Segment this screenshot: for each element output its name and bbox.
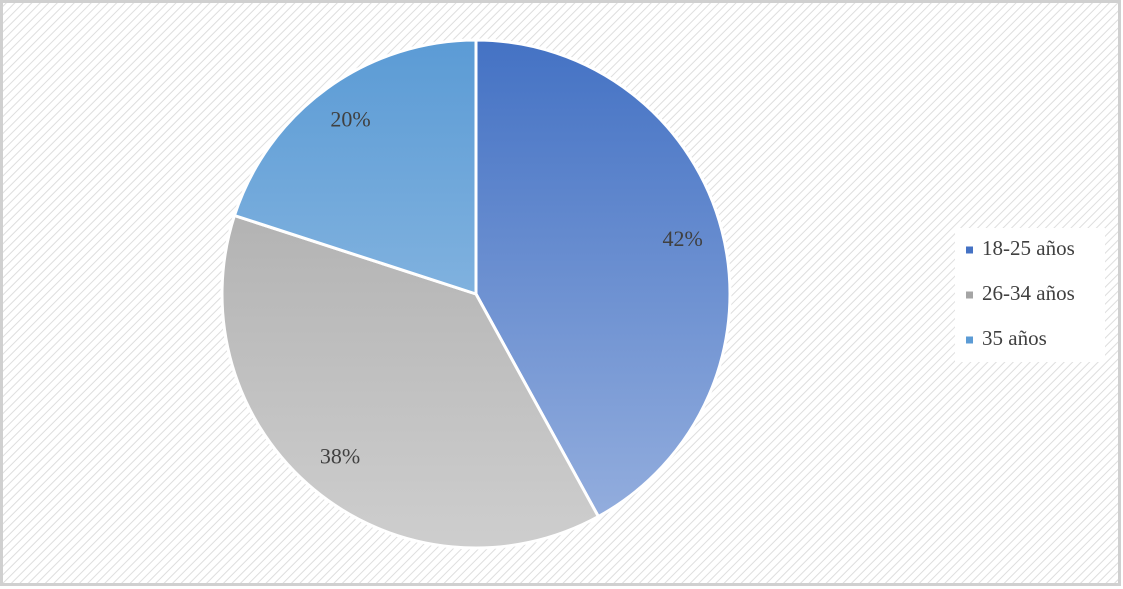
legend-label: 26-34 años <box>982 281 1075 305</box>
legend-box <box>955 228 1105 362</box>
legend-marker <box>966 246 973 254</box>
legend-label: 35 años <box>982 326 1047 350</box>
data-label: 38% <box>320 443 360 468</box>
pie-slice <box>220 213 601 550</box>
pie-slice <box>232 38 478 297</box>
data-label: 20% <box>330 106 370 131</box>
legend-marker <box>966 336 973 344</box>
data-label: 42% <box>662 226 702 251</box>
legend-label: 18-25 años <box>982 236 1075 260</box>
pie-slice <box>474 38 732 519</box>
legend-marker <box>966 291 973 299</box>
